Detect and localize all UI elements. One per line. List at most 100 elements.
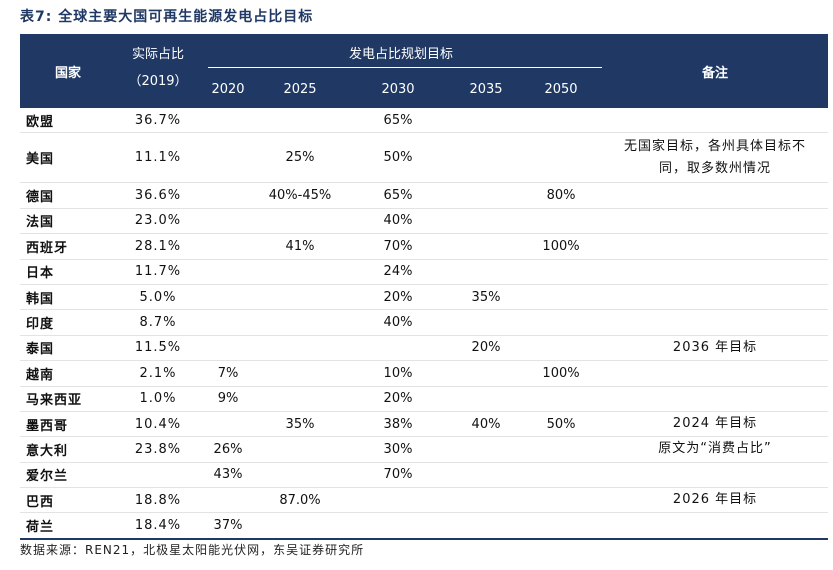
target-2050-cell xyxy=(520,259,603,285)
target-2030-cell: 20% xyxy=(344,284,452,311)
note-cell: 2026 年目标 xyxy=(602,487,829,514)
actual-cell: 18.8% xyxy=(116,487,200,514)
target-2025-cell xyxy=(256,284,344,311)
country-cell: 欧盟 xyxy=(20,108,116,134)
target-2050-cell xyxy=(520,487,603,514)
target-2050-cell xyxy=(520,512,603,540)
actual-cell: 2.1% xyxy=(116,360,200,387)
table-row: 韩国 5.0% 20% 35% xyxy=(20,284,829,311)
target-2020-cell: 9% xyxy=(200,386,256,412)
target-2020-cell xyxy=(200,108,256,134)
table-row: 泰国 11.5% 20% 2036 年目标 xyxy=(20,335,829,362)
target-2030-cell: 40% xyxy=(344,309,452,336)
table-row: 欧盟 36.7% 65% xyxy=(20,108,829,134)
target-2020-cell: 37% xyxy=(200,512,256,540)
target-2030-cell: 30% xyxy=(344,436,452,463)
actual-cell: 11.1% xyxy=(116,132,200,184)
target-2020-cell xyxy=(200,233,256,260)
target-2035-cell xyxy=(452,108,520,134)
actual-cell: 36.6% xyxy=(116,182,200,209)
actual-cell: 23.0% xyxy=(116,208,200,235)
target-2020-cell xyxy=(200,487,256,514)
header-plan-label: 发电占比规划目标 xyxy=(349,46,454,62)
note-cell xyxy=(602,259,829,285)
target-2030-cell: 70% xyxy=(344,233,452,260)
target-2035-cell xyxy=(452,233,520,260)
country-cell: 墨西哥 xyxy=(20,411,116,438)
target-2020-cell: 26% xyxy=(200,436,256,463)
note-cell xyxy=(602,182,829,209)
note-cell xyxy=(602,512,829,540)
target-2035-cell xyxy=(452,386,520,412)
target-2025-cell xyxy=(256,386,344,412)
target-2050-cell xyxy=(520,436,603,463)
target-2020-cell xyxy=(200,182,256,209)
note-cell: 2024 年目标 xyxy=(602,411,829,438)
actual-cell: 18.4% xyxy=(116,512,200,540)
country-cell: 韩国 xyxy=(20,284,116,311)
target-2020-cell: 43% xyxy=(200,462,256,489)
table-row: 印度 8.7% 40% xyxy=(20,309,829,336)
target-2030-cell: 10% xyxy=(344,360,452,387)
note-cell xyxy=(602,108,829,134)
target-2025-cell xyxy=(256,208,344,235)
header-year-2050: 2050 xyxy=(544,81,578,97)
target-2020-cell xyxy=(200,335,256,362)
country-cell: 美国 xyxy=(20,132,116,184)
country-cell: 印度 xyxy=(20,309,116,336)
table-row: 日本 11.7% 24% xyxy=(20,259,829,285)
actual-cell: 11.7% xyxy=(116,259,200,285)
target-2030-cell: 65% xyxy=(344,182,452,209)
target-2025-cell xyxy=(256,309,344,336)
table-row: 爱尔兰 43% 70% xyxy=(20,462,829,489)
actual-cell: 1.0% xyxy=(116,386,200,412)
target-2050-cell: 100% xyxy=(520,360,603,387)
country-cell: 马来西亚 xyxy=(20,386,116,412)
table-row: 越南 2.1% 7% 10% 100% xyxy=(20,360,829,387)
target-2030-cell xyxy=(344,335,452,362)
target-2025-cell: 25% xyxy=(256,132,344,184)
target-2020-cell xyxy=(200,284,256,311)
table-row: 荷兰 18.4% 37% xyxy=(20,512,829,540)
target-2035-cell xyxy=(452,208,520,235)
table-row: 马来西亚 1.0% 9% 20% xyxy=(20,386,829,412)
target-2050-cell xyxy=(520,208,603,235)
table-row: 法国 23.0% 40% xyxy=(20,208,829,235)
target-2030-cell: 40% xyxy=(344,208,452,235)
target-2030-cell: 24% xyxy=(344,259,452,285)
header-year-2020: 2020 xyxy=(211,81,245,97)
header-note: 备注 xyxy=(702,65,729,81)
country-cell: 泰国 xyxy=(20,335,116,362)
country-cell: 巴西 xyxy=(20,487,116,514)
target-2035-cell xyxy=(452,132,520,184)
target-2035-cell xyxy=(452,436,520,463)
target-2050-cell xyxy=(520,386,603,412)
header-year-2030: 2030 xyxy=(381,81,415,97)
target-2035-cell xyxy=(452,462,520,489)
target-2025-cell xyxy=(256,335,344,362)
target-2030-cell: 65% xyxy=(344,108,452,134)
note-cell xyxy=(602,462,829,489)
target-2025-cell: 41% xyxy=(256,233,344,260)
note-cell xyxy=(602,233,829,260)
table-row: 德国 36.6% 40%-45% 65% 80% xyxy=(20,182,829,209)
target-2025-cell xyxy=(256,436,344,463)
note-cell xyxy=(602,309,829,336)
country-cell: 爱尔兰 xyxy=(20,462,116,489)
target-2050-cell: 80% xyxy=(520,182,603,209)
table-title: 表7: 全球主要大国可再生能源发电占比目标 xyxy=(20,9,314,25)
target-2050-cell xyxy=(520,132,603,184)
target-2050-cell xyxy=(520,462,603,489)
target-2025-cell xyxy=(256,462,344,489)
target-2050-cell: 100% xyxy=(520,233,603,260)
target-2025-cell: 35% xyxy=(256,411,344,438)
target-2025-cell xyxy=(256,512,344,540)
country-cell: 德国 xyxy=(20,182,116,209)
table-row: 西班牙 28.1% 41% 70% 100% xyxy=(20,233,829,260)
actual-cell: 23.8% xyxy=(116,436,200,463)
note-cell: 无国家目标，各州具体目标不同，取多数州情况 xyxy=(602,132,829,184)
country-cell: 西班牙 xyxy=(20,233,116,260)
target-2020-cell xyxy=(200,411,256,438)
header-year-2025: 2025 xyxy=(283,81,317,97)
target-2035-cell xyxy=(452,309,520,336)
